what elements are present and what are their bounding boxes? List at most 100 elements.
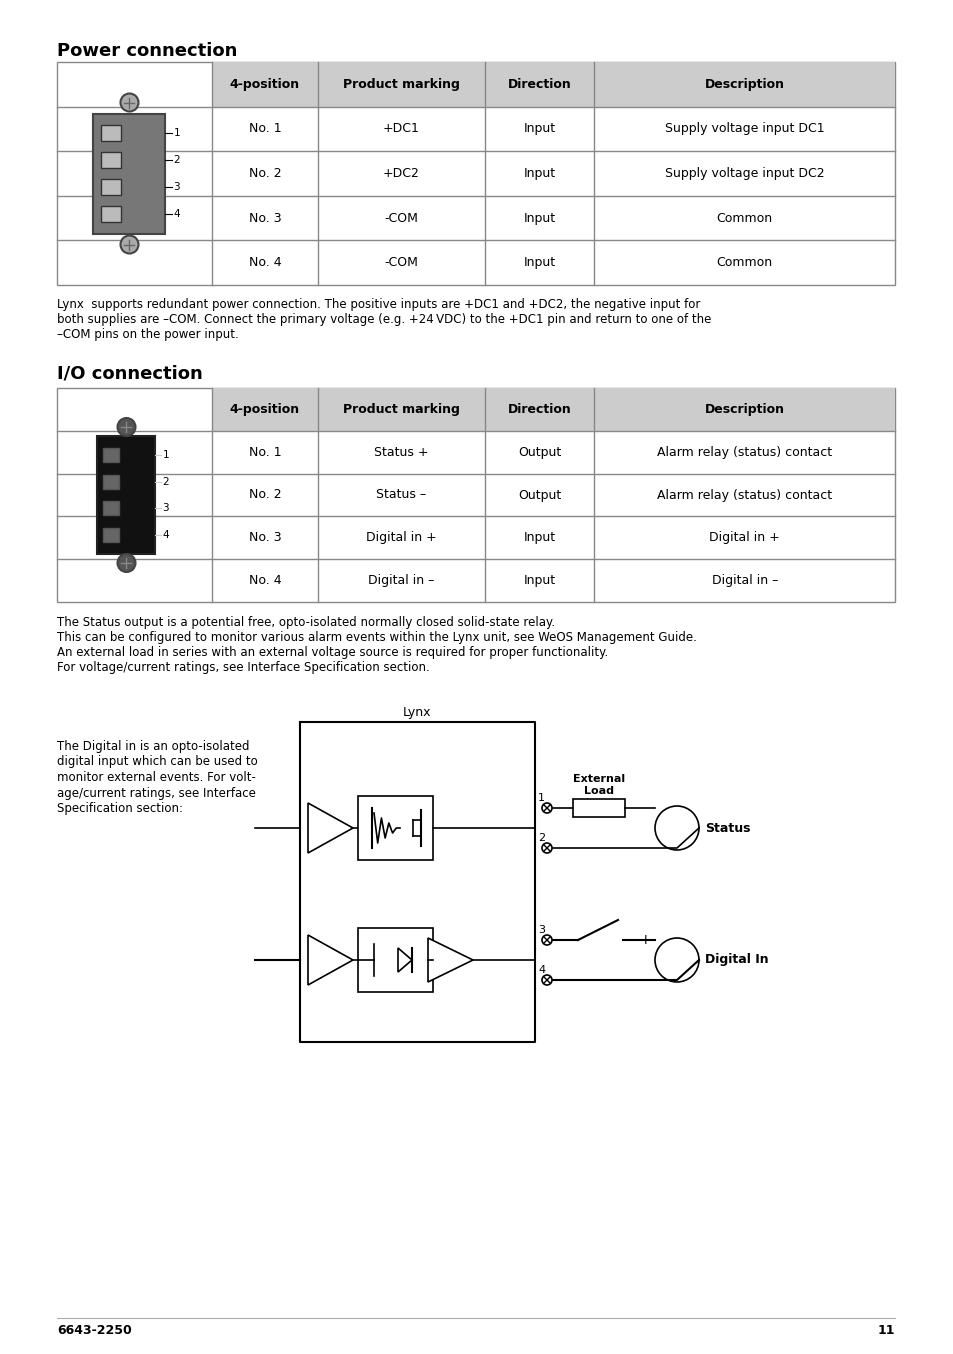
Text: Input: Input: [523, 531, 556, 544]
Bar: [101, 206, 121, 222]
Text: This can be configured to monitor various alarm events within the Lynx unit, see: This can be configured to monitor variou…: [57, 631, 696, 645]
Text: Alarm relay (status) contact: Alarm relay (status) contact: [657, 445, 831, 459]
Bar: [103, 448, 119, 463]
Bar: [103, 501, 119, 516]
Text: 2: 2: [537, 833, 544, 844]
Circle shape: [541, 803, 552, 812]
Circle shape: [541, 936, 552, 945]
Text: digital input which can be used to: digital input which can be used to: [57, 756, 257, 769]
Text: -COM: -COM: [384, 211, 418, 225]
Text: Digital in –: Digital in –: [711, 574, 777, 588]
Text: 4: 4: [162, 529, 169, 540]
Text: V: V: [671, 953, 681, 967]
Bar: [93, 114, 165, 233]
Text: I/O connection: I/O connection: [57, 366, 203, 383]
Text: monitor external events. For volt-: monitor external events. For volt-: [57, 770, 255, 784]
Circle shape: [541, 975, 552, 984]
Polygon shape: [308, 936, 353, 984]
Text: 2: 2: [162, 477, 169, 487]
Text: 4-position: 4-position: [230, 403, 299, 416]
Text: Specification section:: Specification section:: [57, 802, 183, 815]
Bar: [101, 179, 121, 195]
Text: Input: Input: [523, 574, 556, 588]
Text: 4-position: 4-position: [230, 77, 299, 91]
Text: No. 3: No. 3: [249, 531, 281, 544]
Text: Lynx  supports redundant power connection. The positive inputs are +DC1 and +DC2: Lynx supports redundant power connection…: [57, 298, 700, 311]
Circle shape: [117, 418, 135, 436]
Circle shape: [655, 938, 699, 982]
Text: No. 3: No. 3: [249, 211, 281, 225]
Text: No. 2: No. 2: [249, 489, 281, 501]
Text: Direction: Direction: [507, 403, 571, 416]
Polygon shape: [308, 803, 353, 853]
Circle shape: [541, 844, 552, 853]
Text: Input: Input: [523, 256, 556, 269]
Text: Common: Common: [716, 256, 772, 269]
Text: No. 1: No. 1: [249, 122, 281, 135]
Text: Product marking: Product marking: [343, 403, 459, 416]
Circle shape: [655, 806, 699, 850]
Text: –COM pins on the power input.: –COM pins on the power input.: [57, 328, 238, 341]
Text: 3: 3: [173, 181, 180, 192]
Text: Status –: Status –: [376, 489, 426, 501]
Bar: [101, 152, 121, 168]
Text: Digital in –: Digital in –: [368, 574, 435, 588]
Bar: [357, 796, 433, 860]
Text: The Digital in is an opto-isolated: The Digital in is an opto-isolated: [57, 741, 250, 753]
Text: +DC2: +DC2: [383, 167, 419, 180]
Text: 4: 4: [173, 210, 180, 219]
Text: No. 2: No. 2: [249, 167, 281, 180]
Text: The Status output is a potential free, opto-isolated normally closed solid-state: The Status output is a potential free, o…: [57, 616, 555, 630]
Text: +: +: [639, 933, 650, 946]
Text: Alarm relay (status) contact: Alarm relay (status) contact: [657, 489, 831, 501]
Text: No. 4: No. 4: [249, 256, 281, 269]
Text: V: V: [671, 822, 681, 834]
Text: An external load in series with an external voltage source is required for prope: An external load in series with an exter…: [57, 646, 608, 659]
Bar: [103, 528, 119, 542]
Bar: [103, 475, 119, 489]
Text: Digital in +: Digital in +: [709, 531, 780, 544]
Text: No. 4: No. 4: [249, 574, 281, 588]
Bar: [97, 436, 155, 554]
Circle shape: [120, 93, 138, 111]
Text: Power connection: Power connection: [57, 42, 237, 60]
Text: 3: 3: [537, 925, 544, 936]
Bar: [212, 389, 894, 431]
Text: External
Load: External Load: [573, 774, 624, 796]
Text: Common: Common: [716, 211, 772, 225]
Text: Lynx: Lynx: [403, 705, 432, 719]
Text: -COM: -COM: [384, 256, 418, 269]
Bar: [573, 799, 624, 816]
Text: Digital In: Digital In: [704, 953, 768, 967]
Text: age/current ratings, see Interface: age/current ratings, see Interface: [57, 787, 255, 799]
Text: +DC1: +DC1: [383, 122, 419, 135]
Polygon shape: [397, 948, 412, 972]
Bar: [357, 927, 433, 992]
Bar: [101, 125, 121, 141]
Text: −: −: [639, 974, 650, 987]
Text: both supplies are –COM. Connect the primary voltage (e.g. +24 VDC) to the +DC1 p: both supplies are –COM. Connect the prim…: [57, 313, 711, 326]
Text: 11: 11: [877, 1324, 894, 1336]
Text: 3: 3: [162, 504, 169, 513]
Text: For voltage/current ratings, see Interface Specification section.: For voltage/current ratings, see Interfa…: [57, 661, 429, 674]
Text: 2: 2: [173, 154, 180, 165]
Text: 1: 1: [162, 451, 169, 460]
Bar: [57, 62, 894, 284]
Text: Description: Description: [704, 77, 784, 91]
Text: Description: Description: [704, 403, 784, 416]
Text: Status +: Status +: [374, 445, 428, 459]
Text: Status: Status: [704, 822, 750, 834]
Text: Input: Input: [523, 122, 556, 135]
Text: Digital in +: Digital in +: [366, 531, 436, 544]
Text: 6643-2250: 6643-2250: [57, 1324, 132, 1336]
Text: Input: Input: [523, 211, 556, 225]
Text: Supply voltage input DC1: Supply voltage input DC1: [664, 122, 823, 135]
Circle shape: [120, 236, 138, 253]
Text: 4: 4: [537, 965, 544, 975]
Text: No. 1: No. 1: [249, 445, 281, 459]
Polygon shape: [428, 938, 473, 982]
Text: Output: Output: [517, 445, 561, 459]
Text: Supply voltage input DC2: Supply voltage input DC2: [664, 167, 823, 180]
Text: Input: Input: [523, 167, 556, 180]
Text: Product marking: Product marking: [343, 77, 459, 91]
